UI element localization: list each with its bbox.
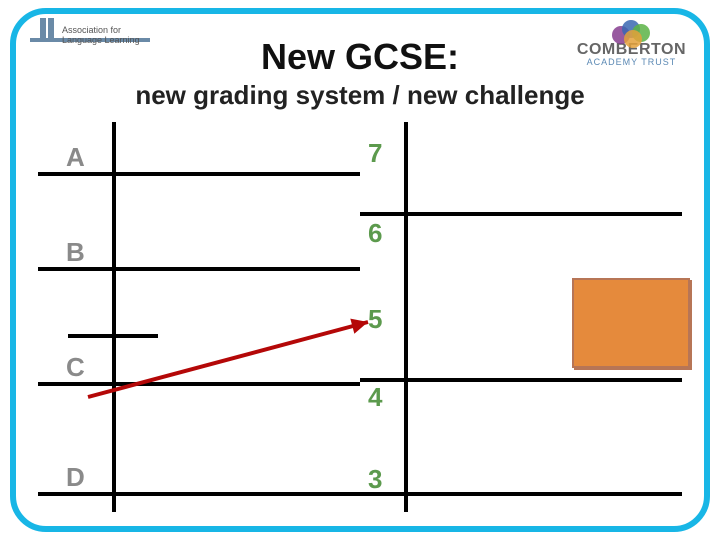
- slide-frame: Association for Language Learning COMBER…: [10, 8, 710, 532]
- logo-association-line1: Association for: [62, 25, 121, 35]
- mapping-arrow: [38, 122, 710, 532]
- page-title: New GCSE:: [16, 36, 704, 78]
- grade-mapping-diagram: ABCD 76543: [38, 122, 682, 512]
- page-subtitle: new grading system / new challenge: [16, 80, 704, 111]
